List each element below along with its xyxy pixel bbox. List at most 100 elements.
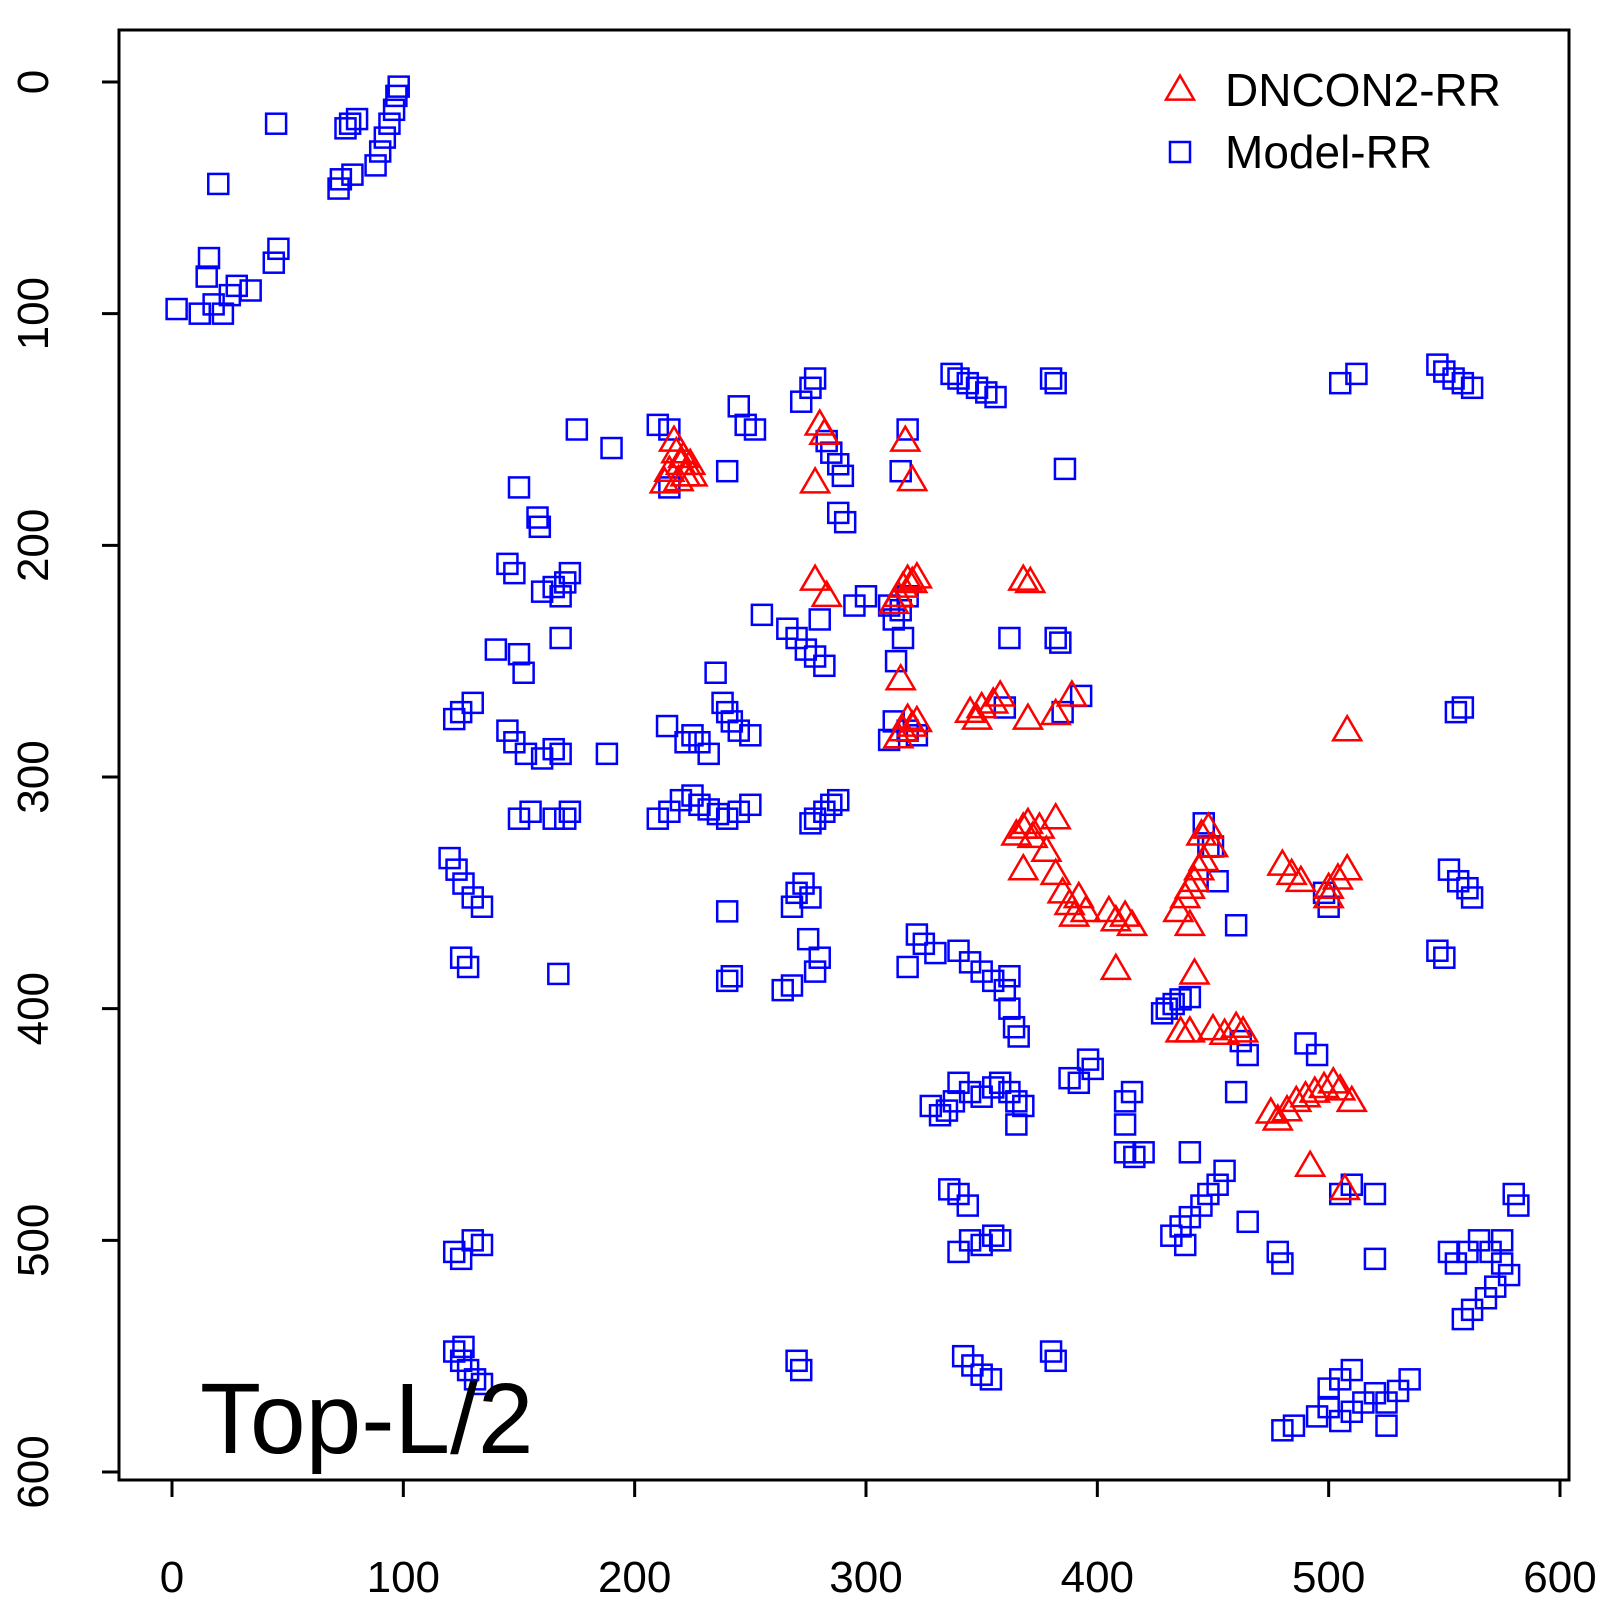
point-triangle	[1007, 852, 1040, 881]
y-tick-label: 300	[9, 740, 58, 813]
point-square	[554, 807, 577, 830]
legend-label: DNCON2-RR	[1225, 64, 1501, 116]
point-square	[826, 453, 850, 476]
point-square	[947, 939, 970, 962]
x-tick-label: 400	[1061, 1553, 1134, 1600]
point-triangle	[1039, 697, 1072, 726]
point-square	[1305, 1043, 1329, 1067]
point-triangle	[1284, 864, 1318, 893]
legend: DNCON2-RR Model-RR	[1163, 64, 1501, 178]
point-square	[1271, 1419, 1294, 1442]
point-square	[674, 731, 697, 754]
point-triangle	[1219, 1010, 1253, 1039]
x-tick-label: 100	[367, 1553, 440, 1600]
point-square	[1039, 367, 1063, 390]
point-square	[792, 872, 815, 895]
point-square	[542, 737, 565, 761]
point-triangle	[900, 560, 934, 589]
point-square	[981, 1224, 1005, 1247]
point-triangle	[676, 458, 709, 487]
point-square	[542, 807, 565, 830]
point-square	[1197, 1182, 1220, 1206]
point-square	[385, 84, 408, 108]
point-triangle	[660, 435, 693, 464]
point-square	[338, 112, 362, 135]
point-square	[1340, 1358, 1364, 1382]
point-square	[1178, 985, 1202, 1009]
point-square	[1363, 1182, 1387, 1206]
point-triangle	[882, 720, 915, 749]
point-square	[1386, 1379, 1410, 1403]
point-square	[1328, 1409, 1352, 1433]
point-square	[1044, 626, 1067, 650]
point-square	[1132, 1141, 1155, 1164]
point-square	[1363, 1247, 1387, 1271]
point-square	[646, 807, 670, 830]
point-square	[1049, 631, 1072, 654]
point-triangle	[1261, 1102, 1294, 1131]
x-tick-label: 500	[1292, 1553, 1365, 1600]
point-square	[558, 561, 582, 585]
point-square	[211, 302, 235, 325]
point-square	[727, 395, 751, 418]
point-square	[264, 112, 288, 135]
point-triangle	[1007, 563, 1040, 591]
point-square	[463, 1368, 487, 1391]
point-square	[988, 1229, 1012, 1252]
legend-square-icon	[1168, 140, 1192, 164]
point-square	[442, 707, 466, 731]
point-triangle	[877, 586, 910, 615]
point-square	[1005, 1113, 1028, 1136]
point-square	[373, 126, 397, 149]
point-square	[1053, 457, 1077, 481]
point-square	[470, 1233, 494, 1257]
point-square	[327, 177, 350, 200]
plot-marks	[165, 75, 1530, 1442]
point-square	[808, 608, 831, 631]
point-square	[1150, 1002, 1174, 1025]
point-triangle	[953, 695, 987, 723]
point-square	[368, 140, 392, 163]
point-square	[826, 788, 850, 812]
point-square	[715, 459, 739, 483]
point-square	[442, 1240, 466, 1264]
x-axis: 0 100 200 300 400 500 600	[160, 1478, 1597, 1600]
point-square	[1426, 939, 1449, 962]
point-square	[743, 418, 767, 441]
point-square	[549, 626, 572, 650]
point-square	[503, 561, 526, 585]
point-square	[470, 1372, 494, 1396]
point-square	[549, 742, 572, 766]
plot-frame	[117, 28, 1571, 1482]
point-square	[979, 1368, 1003, 1391]
point-square	[958, 1229, 982, 1252]
point-square	[1120, 1080, 1144, 1104]
point-triangle	[1317, 1065, 1350, 1094]
point-square	[924, 941, 947, 965]
point-square	[998, 626, 1021, 650]
point-square	[503, 731, 526, 754]
point-square	[1467, 1229, 1491, 1252]
point-square	[833, 510, 857, 534]
point-square	[889, 459, 912, 483]
point-triangle	[1115, 908, 1149, 937]
point-square	[646, 413, 670, 437]
point-square	[808, 946, 831, 969]
y-tick-label: 100	[9, 277, 58, 350]
point-triangle	[810, 579, 843, 608]
series-model-rr	[165, 75, 1530, 1442]
point-triangle	[1046, 875, 1079, 904]
point-triangle	[896, 463, 929, 492]
point-square	[820, 793, 843, 817]
point-square	[1460, 376, 1484, 400]
point-square	[514, 742, 538, 766]
point-triangle	[1092, 894, 1126, 923]
point-square	[942, 1090, 966, 1113]
point-triangle	[1164, 1014, 1197, 1043]
point-triangle	[1330, 713, 1364, 742]
series-dncon2-rr	[648, 407, 1368, 1201]
point-triangle	[1187, 843, 1220, 872]
point-square	[803, 960, 827, 983]
point-square	[547, 962, 570, 986]
point-triangle	[798, 465, 832, 494]
